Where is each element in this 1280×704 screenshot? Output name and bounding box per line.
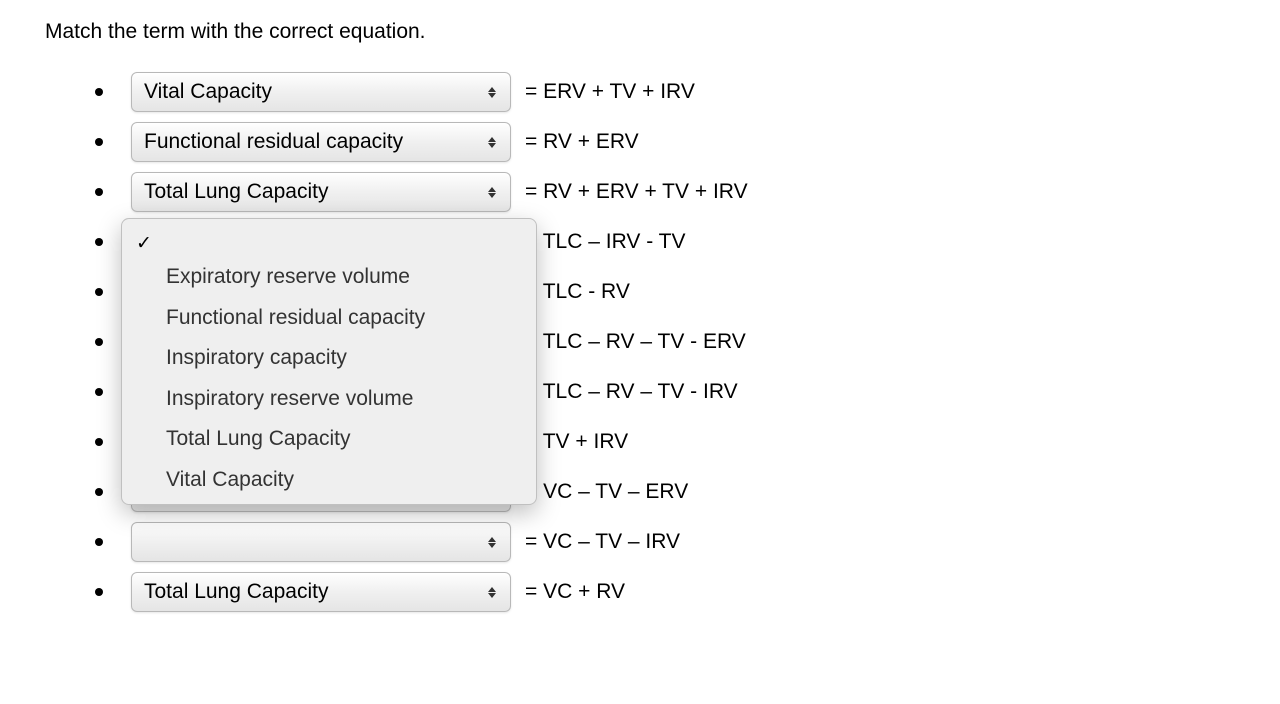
check-icon: ✓	[136, 229, 152, 257]
term-dropdown[interactable]: Functional residual capacity	[131, 122, 511, 162]
match-row: Functional residual capacity = RV + ERV	[95, 122, 1235, 162]
equation-text: = TLC – RV – TV - ERV	[525, 330, 746, 354]
match-row: = VC – TV – IRV	[95, 522, 1235, 562]
dropdown-option[interactable]: Functional residual capacity	[122, 298, 536, 339]
equation-text: = VC + RV	[525, 580, 625, 604]
term-dropdown[interactable]: Total Lung Capacity	[131, 572, 511, 612]
bullet-icon	[95, 188, 103, 196]
dropdown-option[interactable]: Inspiratory reserve volume	[122, 379, 536, 420]
stepper-icon	[486, 137, 498, 148]
bullet-icon	[95, 338, 103, 346]
dropdown-option[interactable]: Expiratory reserve volume	[122, 257, 536, 298]
stepper-icon	[486, 537, 498, 548]
term-dropdown[interactable]	[131, 522, 511, 562]
equation-text: = VC – TV – IRV	[525, 530, 680, 554]
bullet-icon	[95, 288, 103, 296]
dropdown-option[interactable]: Vital Capacity	[122, 460, 536, 501]
term-dropdown[interactable]: Vital Capacity	[131, 72, 511, 112]
dropdown-value: Vital Capacity	[144, 80, 480, 104]
equation-text: = TV + IRV	[525, 430, 628, 454]
equation-text: = ERV + TV + IRV	[525, 80, 695, 104]
equation-text: = TLC – IRV - TV	[525, 230, 685, 254]
dropdown-value: Total Lung Capacity	[144, 180, 480, 204]
stepper-icon	[486, 587, 498, 598]
dropdown-option[interactable]: Inspiratory capacity	[122, 338, 536, 379]
bullet-icon	[95, 388, 103, 396]
equation-text: = RV + ERV + TV + IRV	[525, 180, 748, 204]
bullet-icon	[95, 238, 103, 246]
bullet-icon	[95, 138, 103, 146]
dropdown-option-blank[interactable]: ✓	[122, 223, 536, 257]
stepper-icon	[486, 87, 498, 98]
stepper-icon	[486, 187, 498, 198]
bullet-icon	[95, 488, 103, 496]
equation-text: = TLC - RV	[525, 280, 630, 304]
match-list: Vital Capacity = ERV + TV + IRV Function…	[45, 72, 1235, 612]
dropdown-value: Total Lung Capacity	[144, 580, 480, 604]
question-title: Match the term with the correct equation…	[45, 20, 1235, 44]
bullet-icon	[95, 88, 103, 96]
dropdown-option[interactable]: Total Lung Capacity	[122, 419, 536, 460]
equation-text: = VC – TV – ERV	[525, 480, 688, 504]
dropdown-menu: ✓ Expiratory reserve volume Functional r…	[121, 218, 537, 505]
term-dropdown[interactable]: Total Lung Capacity	[131, 172, 511, 212]
bullet-icon	[95, 538, 103, 546]
equation-text: = TLC – RV – TV - IRV	[525, 380, 738, 404]
match-row: = TLC – IRV - TV ✓ Expiratory reserve vo…	[95, 222, 1235, 262]
bullet-icon	[95, 438, 103, 446]
match-row: Total Lung Capacity = RV + ERV + TV + IR…	[95, 172, 1235, 212]
dropdown-value: Functional residual capacity	[144, 130, 480, 154]
match-row: Total Lung Capacity = VC + RV	[95, 572, 1235, 612]
equation-text: = RV + ERV	[525, 130, 639, 154]
match-row: Vital Capacity = ERV + TV + IRV	[95, 72, 1235, 112]
bullet-icon	[95, 588, 103, 596]
